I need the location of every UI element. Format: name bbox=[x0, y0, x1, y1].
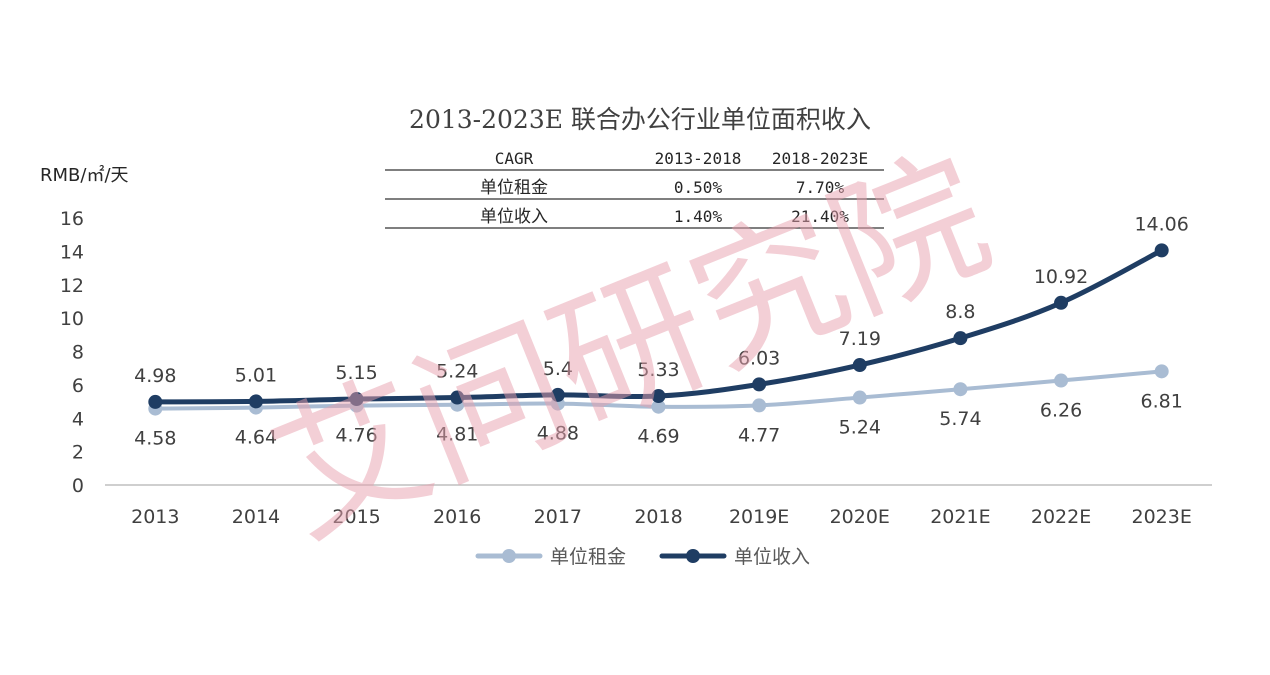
data-point-income bbox=[852, 358, 867, 373]
y-tick-label: 2 bbox=[72, 442, 84, 464]
series-layer bbox=[148, 243, 1169, 416]
data-label-rent: 4.77 bbox=[738, 424, 780, 446]
cagr-table: CAGR 2013-2018 2018-2023E 单位租金 0.50% 7.7… bbox=[385, 149, 884, 229]
legend: 单位租金 单位收入 bbox=[475, 546, 810, 568]
data-point-rent bbox=[752, 398, 767, 413]
data-point-rent bbox=[651, 399, 666, 414]
watermark-text: 艾问研究院 bbox=[251, 127, 1012, 569]
data-label-income: 8.8 bbox=[945, 301, 975, 323]
x-tick-label: 2022E bbox=[1031, 506, 1091, 528]
data-point-rent bbox=[1154, 364, 1169, 379]
data-point-income bbox=[651, 389, 666, 404]
x-tick-label: 2015 bbox=[332, 506, 380, 528]
table-cell-income-period-1: 1.40% bbox=[674, 207, 723, 226]
data-label-income: 4.98 bbox=[134, 365, 176, 387]
legend-label-income: 单位收入 bbox=[734, 546, 810, 568]
legend-label-rent: 单位租金 bbox=[550, 546, 626, 568]
chart-title: 2013-2023E 联合办公行业单位面积收入 bbox=[409, 105, 871, 134]
legend-item-rent: 单位租金 bbox=[475, 546, 626, 568]
x-tick-label: 2023E bbox=[1132, 506, 1192, 528]
x-tick-label: 2017 bbox=[534, 506, 582, 528]
x-tick-label: 2016 bbox=[433, 506, 481, 528]
x-tick-label: 2019E bbox=[729, 506, 789, 528]
y-tick-label: 8 bbox=[72, 342, 84, 364]
table-cell-rent-period-2: 7.70% bbox=[796, 178, 845, 197]
data-label-rent: 5.24 bbox=[839, 417, 881, 439]
data-label-rent: 6.26 bbox=[1040, 400, 1082, 422]
y-axis-label: RMB/㎡/天 bbox=[40, 164, 129, 186]
data-point-income bbox=[349, 392, 364, 407]
table-header-period-2: 2018-2023E bbox=[772, 149, 868, 168]
data-label-income: 14.06 bbox=[1134, 213, 1188, 235]
data-label-rent: 4.69 bbox=[637, 426, 679, 448]
data-labels: 4.58 4.64 4.76 4.81 4.88 4.69 4.77 5.24 5.74 6.26… bbox=[134, 213, 1189, 449]
data-label-rent: 4.81 bbox=[436, 424, 478, 446]
data-label-rent: 4.64 bbox=[235, 427, 277, 449]
data-point-income bbox=[148, 394, 163, 409]
table-cell-rent-period-1: 0.50% bbox=[674, 178, 723, 197]
data-label-rent: 4.88 bbox=[537, 423, 579, 445]
data-label-income: 5.4 bbox=[543, 358, 573, 380]
table-row-label-rent: 单位租金 bbox=[480, 178, 548, 198]
data-label-income: 6.03 bbox=[738, 347, 780, 369]
data-point-income bbox=[1054, 295, 1069, 310]
data-label-income: 5.01 bbox=[235, 364, 277, 386]
table-header-cagr: CAGR bbox=[495, 149, 534, 168]
data-label-rent: 5.74 bbox=[939, 408, 981, 430]
data-label-income: 7.19 bbox=[839, 328, 881, 350]
table-row-label-income: 单位收入 bbox=[480, 207, 548, 227]
y-axis-ticks: 0 2 4 6 8 10 12 14 16 bbox=[60, 208, 84, 497]
data-point-income bbox=[450, 390, 465, 405]
y-tick-label: 10 bbox=[60, 308, 84, 330]
data-point-rent bbox=[852, 390, 867, 405]
x-axis-ticks: 2013 2014 2015 2016 2017 2018 2019E 2020E 2021E 2… bbox=[131, 506, 1192, 528]
data-point-income bbox=[953, 331, 968, 346]
legend-swatch-income-marker bbox=[686, 549, 700, 563]
data-point-income bbox=[1154, 243, 1169, 258]
data-point-rent bbox=[1054, 373, 1069, 388]
x-tick-label: 2021E bbox=[930, 506, 990, 528]
y-tick-label: 16 bbox=[60, 208, 84, 230]
y-tick-label: 12 bbox=[60, 275, 84, 297]
x-tick-label: 2014 bbox=[232, 506, 280, 528]
data-label-income: 5.33 bbox=[637, 359, 679, 381]
x-tick-label: 2018 bbox=[634, 506, 682, 528]
data-point-rent bbox=[953, 382, 968, 397]
y-tick-label: 6 bbox=[72, 375, 84, 397]
x-tick-label: 2013 bbox=[131, 506, 179, 528]
legend-item-income: 单位收入 bbox=[659, 546, 810, 568]
data-label-rent: 4.76 bbox=[335, 425, 377, 447]
data-point-income bbox=[550, 387, 565, 402]
y-tick-label: 0 bbox=[72, 475, 84, 497]
legend-swatch-rent-marker bbox=[502, 549, 516, 563]
y-tick-label: 4 bbox=[72, 408, 84, 430]
data-point-income bbox=[248, 394, 263, 409]
data-label-rent: 4.58 bbox=[134, 428, 176, 450]
data-label-income: 5.15 bbox=[335, 362, 377, 384]
x-tick-label: 2020E bbox=[830, 506, 890, 528]
table-cell-income-period-2: 21.40% bbox=[791, 207, 849, 226]
y-tick-label: 14 bbox=[60, 241, 84, 263]
data-label-income: 5.24 bbox=[436, 361, 478, 383]
data-label-rent: 6.81 bbox=[1141, 390, 1183, 412]
data-label-income: 10.92 bbox=[1034, 266, 1088, 288]
data-point-income bbox=[752, 377, 767, 392]
table-header-period-1: 2013-2018 bbox=[655, 149, 742, 168]
